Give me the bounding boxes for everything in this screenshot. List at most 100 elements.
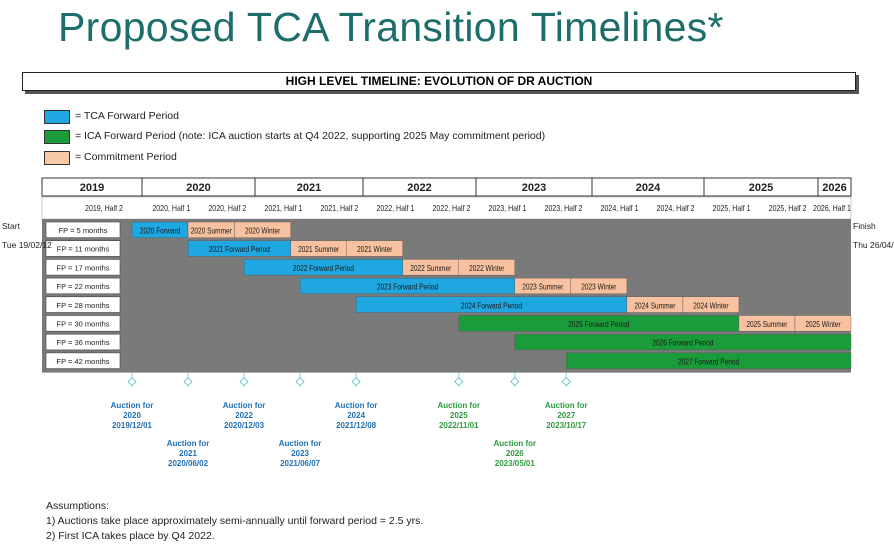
auction-year: 2026 [506,449,524,458]
legend-label-commitment: = Commitment Period [75,151,177,163]
year-header-label: 2020 [186,182,210,194]
year-header-label: 2019 [80,182,104,194]
auction-marker [351,377,361,387]
year-header-label: 2025 [749,182,773,194]
bar-label: 2020 Summer [191,226,233,236]
commitment-bar [682,296,740,313]
half-header-label: 2019, Half 2 [85,204,123,214]
timeline-banner: HIGH LEVEL TIMELINE: EVOLUTION OF DR AUC… [22,72,856,91]
auction-year: 2027 [557,411,575,420]
auction-title: Auction for [111,401,154,410]
bar-label: 2021 Winter [357,245,393,255]
half-header-label: 2022, Half 2 [433,204,471,214]
bar-label: 2026 Forward Period [652,338,713,348]
auction-year: 2023 [291,449,309,458]
legend-label-tca: = TCA Forward Period [75,110,179,122]
half-header-label: 2021, Half 2 [320,204,358,214]
half-header-label: 2024, Half 2 [657,204,695,214]
commitment-bar [570,277,628,295]
page-title: Proposed TCA Transition Timelines* [58,4,724,50]
bar-label: 2023 Forward Period [377,282,438,292]
row-label-box [45,352,121,369]
year-header-label: 2021 [297,182,321,194]
bar-label: 2020 Forward [140,226,180,236]
row-label-box [45,221,121,238]
row-label: FP = 28 months [56,301,109,310]
bar-label: 2020 Winter [245,226,281,236]
year-header-label: 2022 [407,182,431,194]
half-header-label: 2022, Half 1 [376,204,414,214]
bar-label: 2022 Forward Period [293,263,354,273]
bar-label: 2025 Forward Period [568,319,629,329]
row-label-box [45,277,121,295]
bar-label: 2027 Forward Period [678,357,739,367]
half-header-label: 2025, Half 1 [713,204,751,214]
row-label-box [45,296,121,313]
row-label: FP = 17 months [56,263,109,272]
row-label: FP = 42 months [56,357,109,366]
finish-date: Thu 26/04/30 [853,240,894,250]
auction-date: 2021/12/08 [336,421,377,430]
half-header-label: 2020, Half 2 [208,204,246,214]
auction-title: Auction for [493,439,536,448]
auction-date: 2020/06/02 [168,459,209,468]
row-label: FP = 5 months [59,226,108,235]
year-header-cell [817,177,852,197]
auction-marker [295,377,305,387]
auction-date: 2019/12/01 [112,421,153,430]
legend-label-ica: = ICA Forward Period (note: ICA auction … [75,130,546,142]
commitment-bar [794,315,852,332]
auction-date: 2023/05/01 [495,459,536,468]
row-label-box [45,315,121,332]
auction-title: Auction for [545,401,588,410]
commitment-bar [234,221,291,238]
auction-title: Auction for [279,439,322,448]
row-label: FP = 22 months [56,282,109,291]
bar-label: 2021 Forward Period [209,245,270,255]
row-label: FP = 36 months [56,338,109,347]
auction-title: Auction for [223,401,266,410]
ica-forward-bar [514,334,852,351]
legend-swatch-commitment [44,151,70,165]
year-header-label: 2024 [636,182,661,194]
auction-title: Auction for [335,401,378,410]
auction-marker [510,377,520,387]
assumption-1: 1) Auctions take place approximately sem… [46,515,424,527]
auction-date: 2021/06/07 [280,459,321,468]
bar-label: 2024 Forward Period [461,301,522,311]
auction-marker [561,377,571,387]
bar-label: 2021 Summer [298,245,340,255]
half-header-label: 2024, Half 1 [601,204,639,214]
row-label-box [45,240,121,257]
bar-label: 2023 Summer [522,282,564,292]
auction-title: Auction for [167,439,210,448]
auction-date: 2020/12/03 [224,421,265,430]
auction-year: 2025 [450,411,468,420]
auction-marker [183,377,193,387]
bar-label: 2022 Winter [469,263,505,273]
half-header-label: 2026, Half 1 [813,204,851,214]
auction-year: 2021 [179,449,197,458]
half-header-label: 2023, Half 1 [489,204,527,214]
bar-label: 2023 Winter [581,282,617,292]
bar-label: 2024 Winter [693,301,729,311]
half-header-label: 2025, Half 2 [769,204,807,214]
start-label: Start [2,221,21,231]
row-label-box [45,333,121,351]
auction-year: 2020 [123,411,141,420]
legend-swatch-ica [44,130,70,144]
auction-year: 2024 [347,411,365,420]
assumptions-heading: Assumptions: [46,500,110,512]
commitment-bar [346,240,403,257]
legend-swatch-tca [44,110,70,124]
year-header-label: 2023 [522,182,546,194]
half-header-label: 2020, Half 1 [152,204,190,214]
bar-label: 2022 Summer [410,263,452,273]
row-label: FP = 30 months [56,320,109,329]
row-label: FP = 11 months [57,245,110,254]
auction-date: 2022/11/01 [439,421,479,430]
auction-marker [127,377,137,387]
auction-year: 2022 [235,411,253,420]
bar-label: 2024 Summer [634,301,676,311]
